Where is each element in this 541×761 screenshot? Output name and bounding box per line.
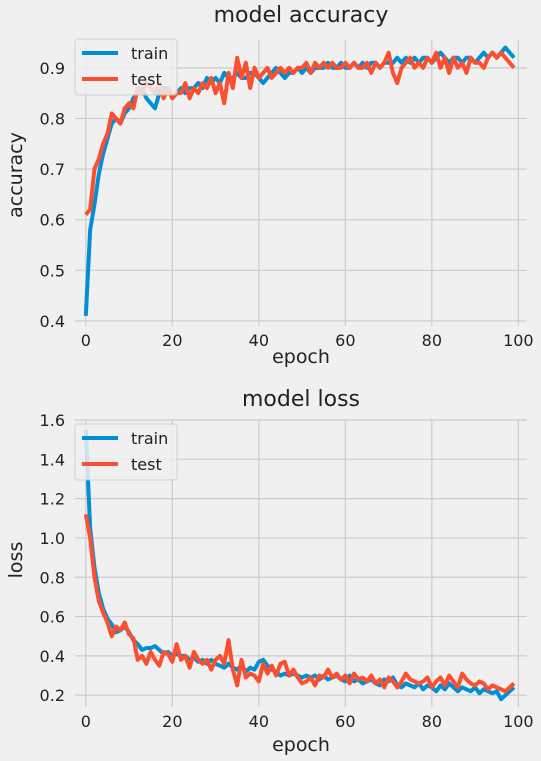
x-tick-label: 60: [335, 712, 355, 731]
y-tick-label: 1.4: [40, 450, 65, 469]
tick-labels: 0 20 40 60 80 100 0.2 0.4 0.6 0.8 1.0 1.2 1.4 1.6: [40, 411, 534, 731]
y-tick-label: 0.4: [40, 647, 65, 666]
y-tick-label: 0.5: [40, 261, 65, 280]
series-line-train: [83, 429, 516, 702]
y-axis-label: accuracy: [5, 132, 27, 218]
legend: train test: [74, 423, 178, 481]
x-tick-label: 40: [249, 712, 269, 731]
x-tick-label: 60: [335, 331, 355, 350]
x-tick-label: 40: [249, 331, 269, 350]
y-tick-label: 0.8: [40, 568, 65, 587]
x-tick-label: 0: [81, 712, 91, 731]
accuracy-chart: model accuracy 0 20 40 60 80 1000.40.50.60.70…: [5, 3, 534, 368]
y-tick-label: 1.0: [40, 529, 65, 548]
x-tick-label: 100: [503, 331, 534, 350]
y-tick-label: 0.2: [40, 686, 65, 705]
y-tick-label: 0.9: [40, 59, 65, 78]
legend-train-label: train: [131, 44, 168, 63]
grid: [75, 40, 527, 326]
x-tick-label: 20: [162, 331, 182, 350]
legend-train-label: train: [131, 429, 168, 448]
x-tick-label: 80: [422, 712, 442, 731]
legend-test-label: test: [131, 70, 162, 89]
y-axis-label: loss: [5, 542, 27, 579]
tick-labels: 0 20 40 60 80 100 0.4 0.5 0.6 0.7 0.8 0.9: [40, 59, 534, 350]
x-tick-label: 20: [162, 712, 182, 731]
x-tick-label: 100: [503, 712, 534, 731]
y-tick-label: 0.6: [40, 211, 65, 230]
x-axis-label: epoch: [272, 734, 330, 756]
legend: train test: [74, 38, 178, 96]
series-line-train: [83, 45, 516, 316]
x-tick-label: 80: [422, 331, 442, 350]
loss-chart: model loss 0 20 40 60 80 100 0.2 0.4 0.6 0.8 1.0 1.…: [5, 387, 534, 756]
y-tick-label: 1.6: [40, 411, 65, 430]
x-tick-label: 0: [81, 331, 91, 350]
legend-test-label: test: [131, 455, 162, 474]
series-layer: [83, 429, 516, 702]
chart-title: model loss: [242, 387, 360, 412]
y-tick-label: 0.7: [40, 160, 65, 179]
y-tick-label: 0.4: [40, 312, 65, 331]
chart-title: model accuracy: [214, 3, 389, 28]
series-line-test: [83, 513, 516, 694]
y-tick-label: 0.6: [40, 608, 65, 627]
y-tick-label: 0.8: [40, 109, 65, 128]
x-axis-label: epoch: [272, 346, 330, 368]
y-tick-label: 1.2: [40, 490, 65, 509]
